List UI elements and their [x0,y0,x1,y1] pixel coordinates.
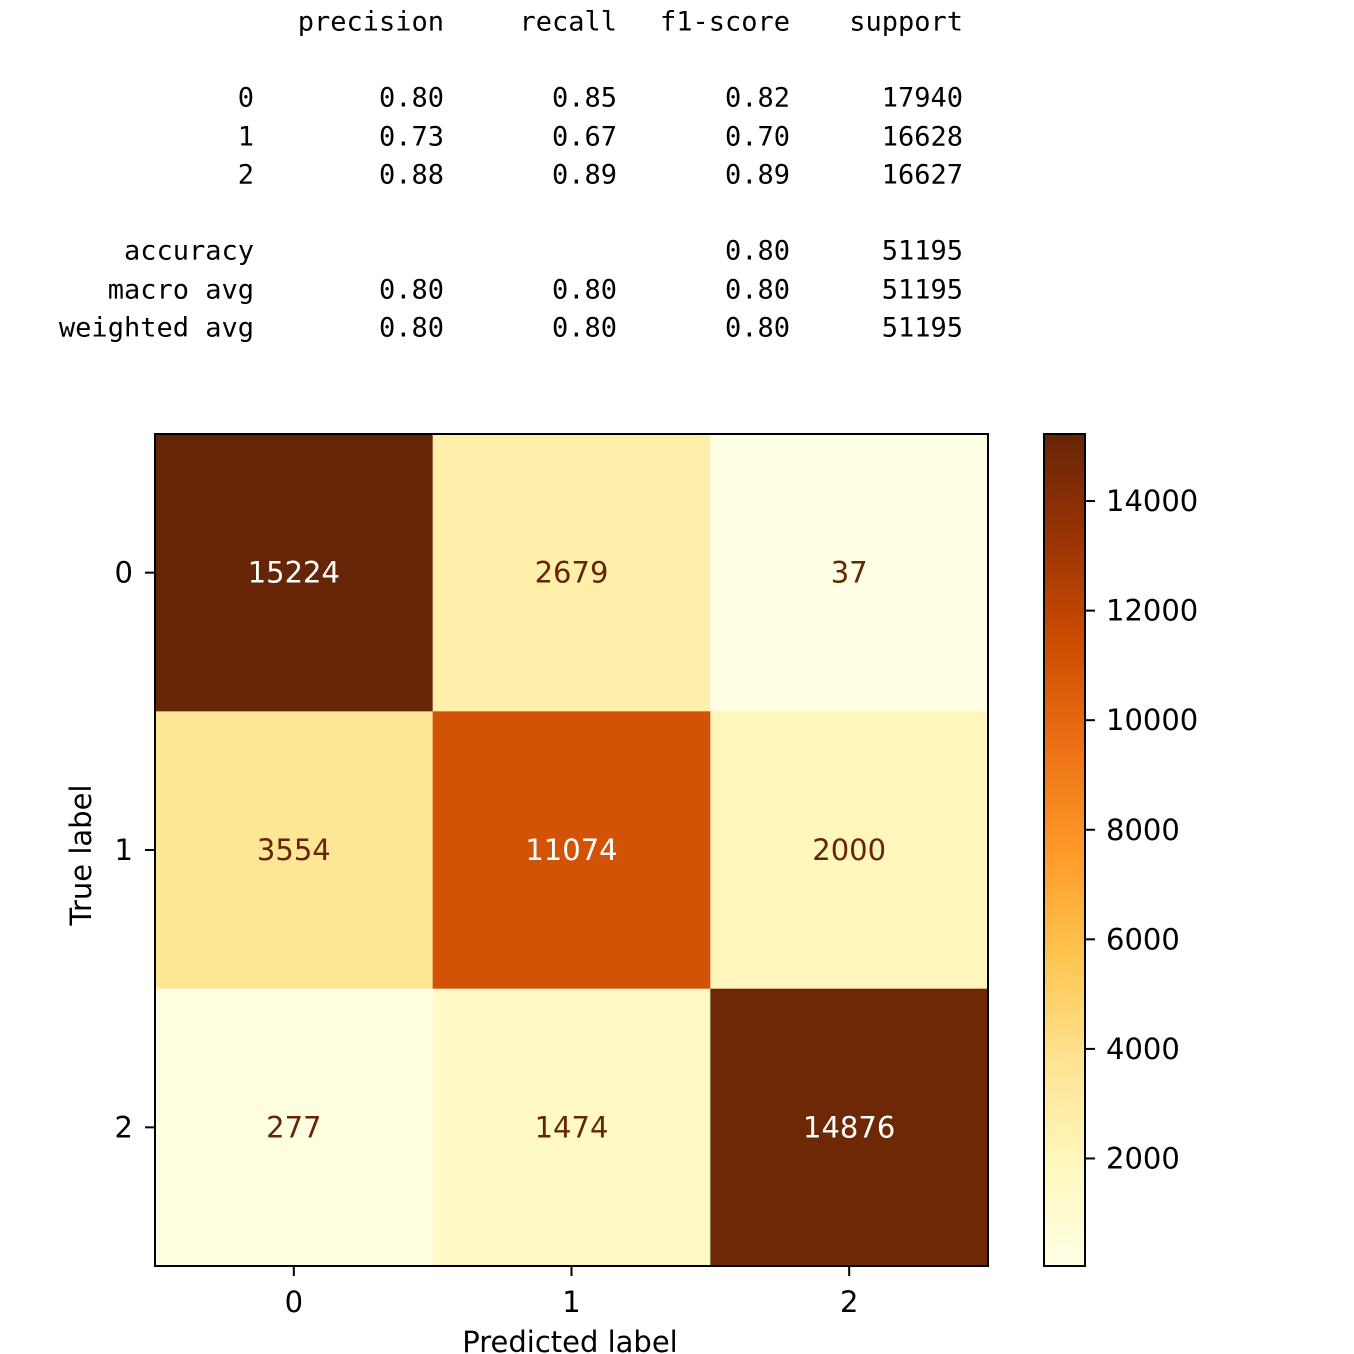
report-cell: 0.80 [724,274,790,306]
report-cell: 51195 [881,274,963,306]
report-cell: 0.89 [724,159,790,191]
y-axis: 0 1 2 [115,556,155,1144]
heatmap-cell [155,711,434,990]
report-summary-label: weighted avg [58,312,254,344]
heatmap-cell-label: 2000 [812,833,886,867]
report-cell: 0.80 [551,274,617,306]
report-cell: 0.82 [724,82,790,114]
report-cell: 16627 [881,159,963,191]
heatmap-cell [710,711,989,990]
y-tick-label: 2 [115,1110,133,1144]
colorbar-tick-label: 8000 [1106,813,1180,847]
colorbar-tick-label: 4000 [1106,1032,1180,1066]
report-cell: 0.67 [551,121,617,153]
x-tick-label: 0 [285,1285,303,1319]
report-cell: 0.80 [724,312,790,344]
report-cell: 0.80 [378,82,444,114]
colorbar-ticks: 2000 4000 6000 8000 10000 12000 14000 [1085,484,1198,1175]
colorbar [1043,433,1086,1267]
heatmap-cell [432,988,711,1267]
y-tick-label: 1 [115,833,133,867]
heatmap-cell [710,988,989,1267]
colorbar-tick-label: 12000 [1106,594,1198,628]
report-cell: 0.80 [724,235,790,267]
report-cell: 0.89 [551,159,617,191]
classification-report: precision recall f1-score support 0 0.80… [0,0,1000,360]
heatmap-cell [155,988,434,1267]
heatmap-cell-label: 14876 [803,1110,895,1144]
report-cell: 0.88 [378,159,444,191]
report-cell: 51195 [881,312,963,344]
report-cell: 0.85 [551,82,617,114]
report-summary-label: macro avg [107,274,254,306]
heatmap-cell-label: 2679 [535,556,609,590]
report-cell: 51195 [881,235,963,267]
heatmap-cell-label: 37 [831,556,868,590]
report-header-support: support [849,6,963,38]
heatmap-cell [432,434,711,712]
heatmap-cell-label: 11074 [525,833,617,867]
y-axis-label: True label [64,785,98,927]
x-axis: 0 1 2 [285,1266,858,1319]
heatmap-cell [710,434,989,712]
colorbar-tick-label: 14000 [1106,484,1198,518]
heatmap-cell-label: 15224 [248,556,340,590]
x-tick-label: 1 [562,1285,580,1319]
colorbar-tick-label: 10000 [1106,703,1198,737]
y-tick-label: 0 [115,556,133,590]
report-cell: 0.80 [378,274,444,306]
report-row-label: 2 [237,159,254,191]
report-row-label: 1 [237,121,254,153]
report-cell: 0.80 [551,312,617,344]
heatmap-cell-labels: 15224 2679 37 3554 11074 2000 277 1474 14876 [248,556,896,1145]
heatmap-cell [432,711,711,990]
heatmap-cells [155,434,989,1267]
report-header-recall: recall [519,6,617,38]
heatmap-cell-label: 3554 [257,833,331,867]
heatmap-cell [155,434,434,712]
colorbar-tick-label: 6000 [1106,922,1180,956]
report-cell: 0.80 [378,312,444,344]
report-cell: 17940 [881,82,963,114]
heatmap-cell-label: 1474 [535,1110,609,1144]
heatmap-cell-label: 277 [266,1110,321,1144]
report-cell: 0.73 [378,121,444,153]
report-header-precision: precision [297,6,444,38]
report-row-label: 0 [237,82,254,114]
colorbar-tick-label: 2000 [1106,1141,1180,1175]
x-axis-label: Predicted label [462,1325,678,1354]
report-summary-label: accuracy [123,235,254,267]
report-header-f1-score: f1-score [659,6,790,38]
report-cell: 16628 [881,121,963,153]
x-tick-label: 2 [840,1285,858,1319]
report-cell: 0.70 [724,121,790,153]
